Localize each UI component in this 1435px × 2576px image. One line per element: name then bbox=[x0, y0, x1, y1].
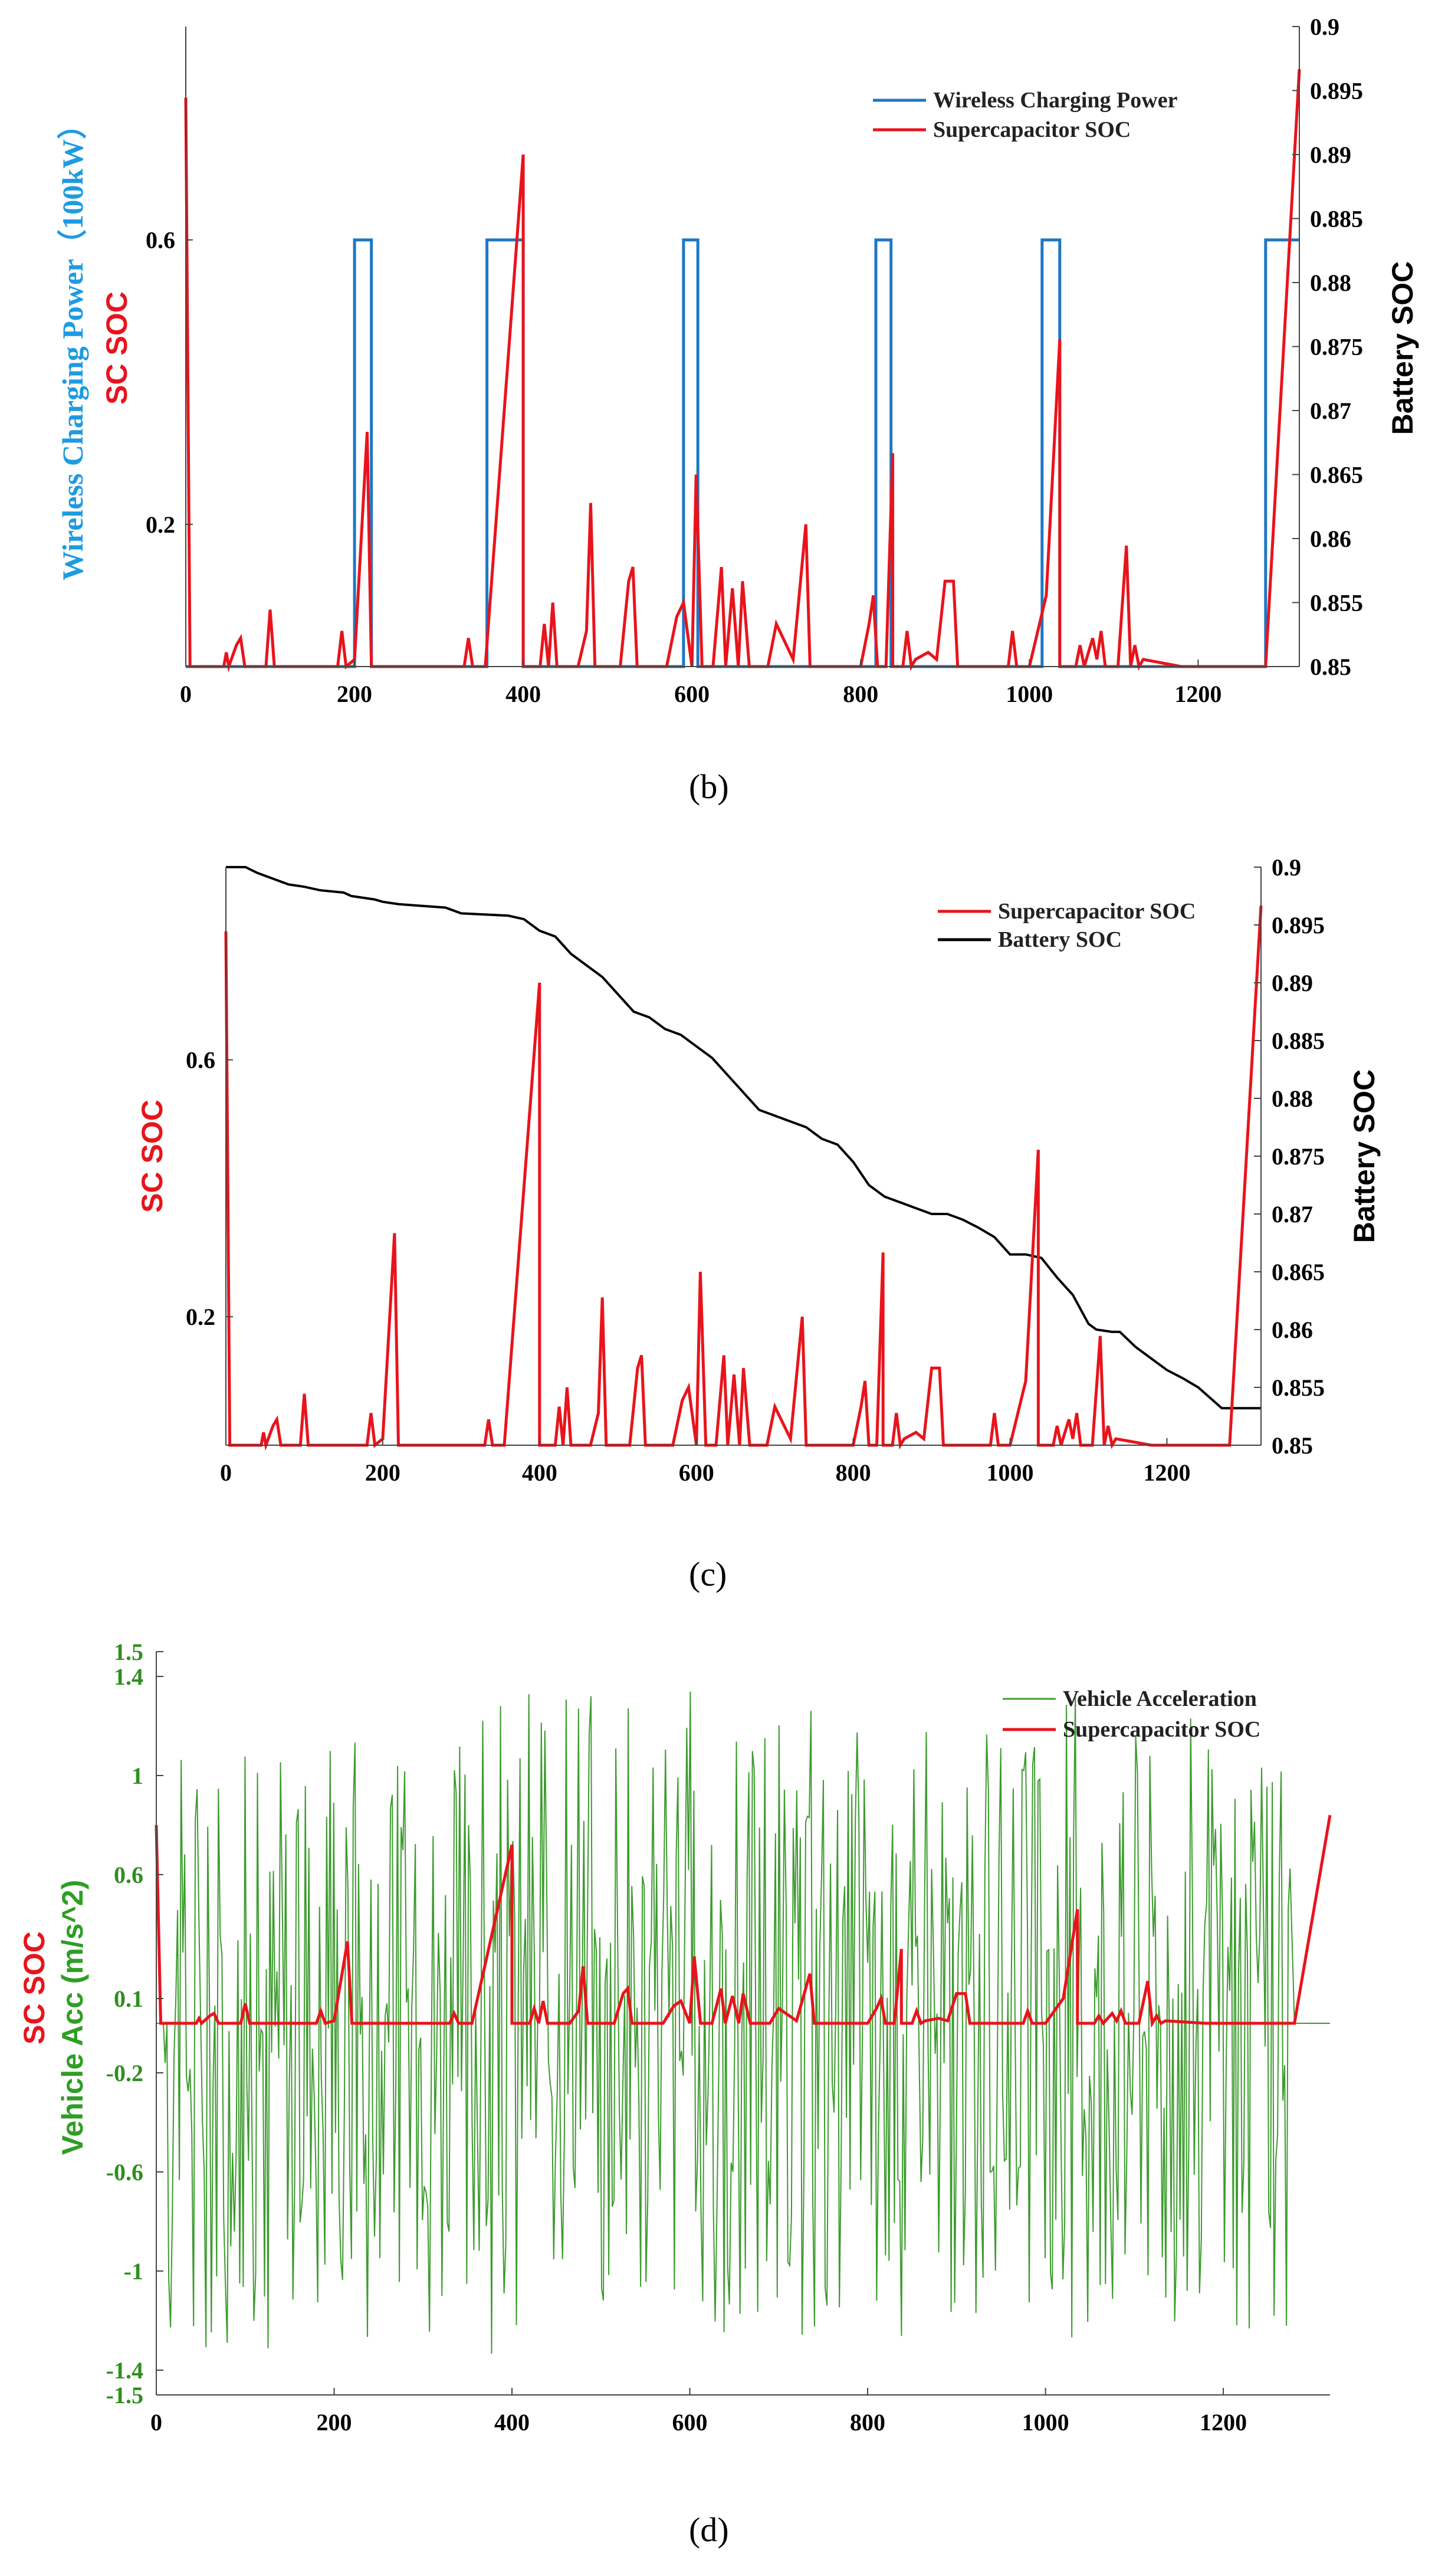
chart-d: 0 200 400 600 800 1000 1200 -1.5-1.4 -1 -0.6 -0.2 0… bbox=[18, 1639, 1332, 2436]
right-tick-label: 0.855 bbox=[1310, 590, 1363, 616]
right-tick-label: 0.9 bbox=[1310, 14, 1339, 40]
x-tick-label: 1000 bbox=[987, 1459, 1034, 1486]
acceleration-series-line bbox=[156, 1691, 1330, 2354]
left-tick-label: 0.6 bbox=[146, 227, 175, 254]
x-tick-label: 200 bbox=[317, 2409, 352, 2436]
left-tick-label: 1.4 bbox=[114, 1663, 143, 1690]
sc-soc-series-line bbox=[224, 905, 1263, 1451]
x-tick-label: 1000 bbox=[1006, 681, 1053, 707]
legend-acc-label: Vehicle Acceleration bbox=[1063, 1686, 1257, 1711]
right-tick-label: 0.895 bbox=[1310, 78, 1363, 104]
x-tick-label: 800 bbox=[836, 1459, 871, 1486]
right-tick-label: 0.89 bbox=[1272, 970, 1313, 996]
x-tick-label: 0 bbox=[220, 1459, 232, 1486]
right-tick-label: 0.87 bbox=[1310, 398, 1351, 424]
sc-soc-series-line bbox=[155, 1814, 1332, 2028]
x-tick-label: 600 bbox=[679, 1459, 714, 1486]
caption-d: (d) bbox=[689, 2511, 729, 2549]
left-tick-label: -1.4 bbox=[106, 2357, 143, 2384]
x-tick-label: 1200 bbox=[1143, 1459, 1190, 1486]
right-tick-label: 0.9 bbox=[1272, 854, 1301, 881]
left-tick-label: 0.1 bbox=[114, 1986, 143, 2012]
right-tick-label: 0.87 bbox=[1272, 1201, 1313, 1228]
x-tick-label: 600 bbox=[672, 2409, 708, 2436]
sc-soc-axis-label: SC SOC bbox=[136, 1100, 169, 1213]
left-tick-label: -0.2 bbox=[106, 2060, 143, 2086]
x-tick-label: 800 bbox=[843, 681, 878, 707]
left-tick-label: 1 bbox=[132, 1763, 143, 1789]
right-tick-label: 0.86 bbox=[1272, 1317, 1313, 1343]
acceleration-axis-label: Vehicle Acc (m/s^2) bbox=[56, 1880, 89, 2155]
right-tick-label: 0.865 bbox=[1272, 1259, 1325, 1285]
x-tick-label: 200 bbox=[337, 681, 372, 707]
left-tick-label: 0.6 bbox=[114, 1862, 143, 1888]
x-tick-label: 400 bbox=[505, 681, 541, 707]
left-tick-label: -1.5 bbox=[106, 2382, 143, 2408]
right-tick-label: 0.875 bbox=[1272, 1143, 1325, 1170]
chart-c: 0 200 400 600 800 1000 1200 0.2 0.6 0.85 0.855 0.86… bbox=[136, 854, 1381, 1486]
x-tick-label: 800 bbox=[850, 2409, 885, 2436]
x-tick-label: 200 bbox=[365, 1459, 400, 1486]
left-tick-label: 0.6 bbox=[186, 1047, 215, 1074]
left-tick-label: 1.5 bbox=[114, 1639, 143, 1665]
caption-c: (c) bbox=[689, 1555, 727, 1593]
legend-sc-label: Supercapacitor SOC bbox=[998, 899, 1196, 924]
left-tick-label: -0.6 bbox=[106, 2159, 143, 2186]
left-tick-label: -1 bbox=[124, 2258, 143, 2285]
x-tick-label: 1200 bbox=[1200, 2409, 1247, 2436]
sc-soc-series-line bbox=[184, 69, 1301, 672]
sc-soc-axis-label: SC SOC bbox=[18, 1931, 51, 2045]
x-tick-label: 0 bbox=[150, 2409, 162, 2436]
right-tick-label: 0.885 bbox=[1272, 1028, 1325, 1054]
right-tick-label: 0.885 bbox=[1310, 206, 1363, 232]
x-tick-label: 400 bbox=[522, 1459, 557, 1486]
battery-soc-axis-label: Battery SOC bbox=[1386, 261, 1419, 435]
x-tick-label: 600 bbox=[674, 681, 710, 707]
sc-soc-axis-label: SC SOC bbox=[100, 291, 133, 405]
right-tick-label: 0.895 bbox=[1272, 912, 1325, 938]
right-tick-label: 0.865 bbox=[1310, 462, 1363, 488]
x-tick-label: 1200 bbox=[1174, 681, 1221, 707]
left-tick-label: 0.2 bbox=[146, 511, 175, 538]
right-tick-label: 0.88 bbox=[1272, 1085, 1313, 1112]
right-tick-label: 0.89 bbox=[1310, 142, 1351, 168]
battery-soc-axis-label: Battery SOC bbox=[1348, 1069, 1381, 1243]
right-tick-label: 0.875 bbox=[1310, 334, 1363, 360]
chart-b: 0 200 400 600 800 1000 1200 0.2 0.6 0.85 0.855 0.86… bbox=[56, 14, 1419, 707]
right-tick-label: 0.85 bbox=[1310, 654, 1351, 680]
power-axis-label: Wireless Charging Power（100kW） bbox=[56, 110, 89, 580]
right-tick-label: 0.85 bbox=[1272, 1432, 1313, 1459]
x-tick-label: 0 bbox=[180, 681, 192, 707]
legend-power-label: Wireless Charging Power bbox=[933, 88, 1178, 113]
legend-sc-label: Supercapacitor SOC bbox=[933, 117, 1131, 142]
x-tick-label: 400 bbox=[494, 2409, 530, 2436]
x-tick-label: 1000 bbox=[1022, 2409, 1069, 2436]
battery-soc-series-line bbox=[226, 866, 1261, 1410]
legend-sc-label: Supercapacitor SOC bbox=[1063, 1717, 1260, 1742]
left-tick-label: 0.2 bbox=[186, 1304, 215, 1330]
right-tick-label: 0.88 bbox=[1310, 270, 1351, 296]
right-tick-label: 0.855 bbox=[1272, 1374, 1325, 1401]
caption-b: (b) bbox=[689, 767, 729, 806]
right-tick-label: 0.86 bbox=[1310, 526, 1351, 552]
legend-battery-label: Battery SOC bbox=[998, 927, 1122, 952]
